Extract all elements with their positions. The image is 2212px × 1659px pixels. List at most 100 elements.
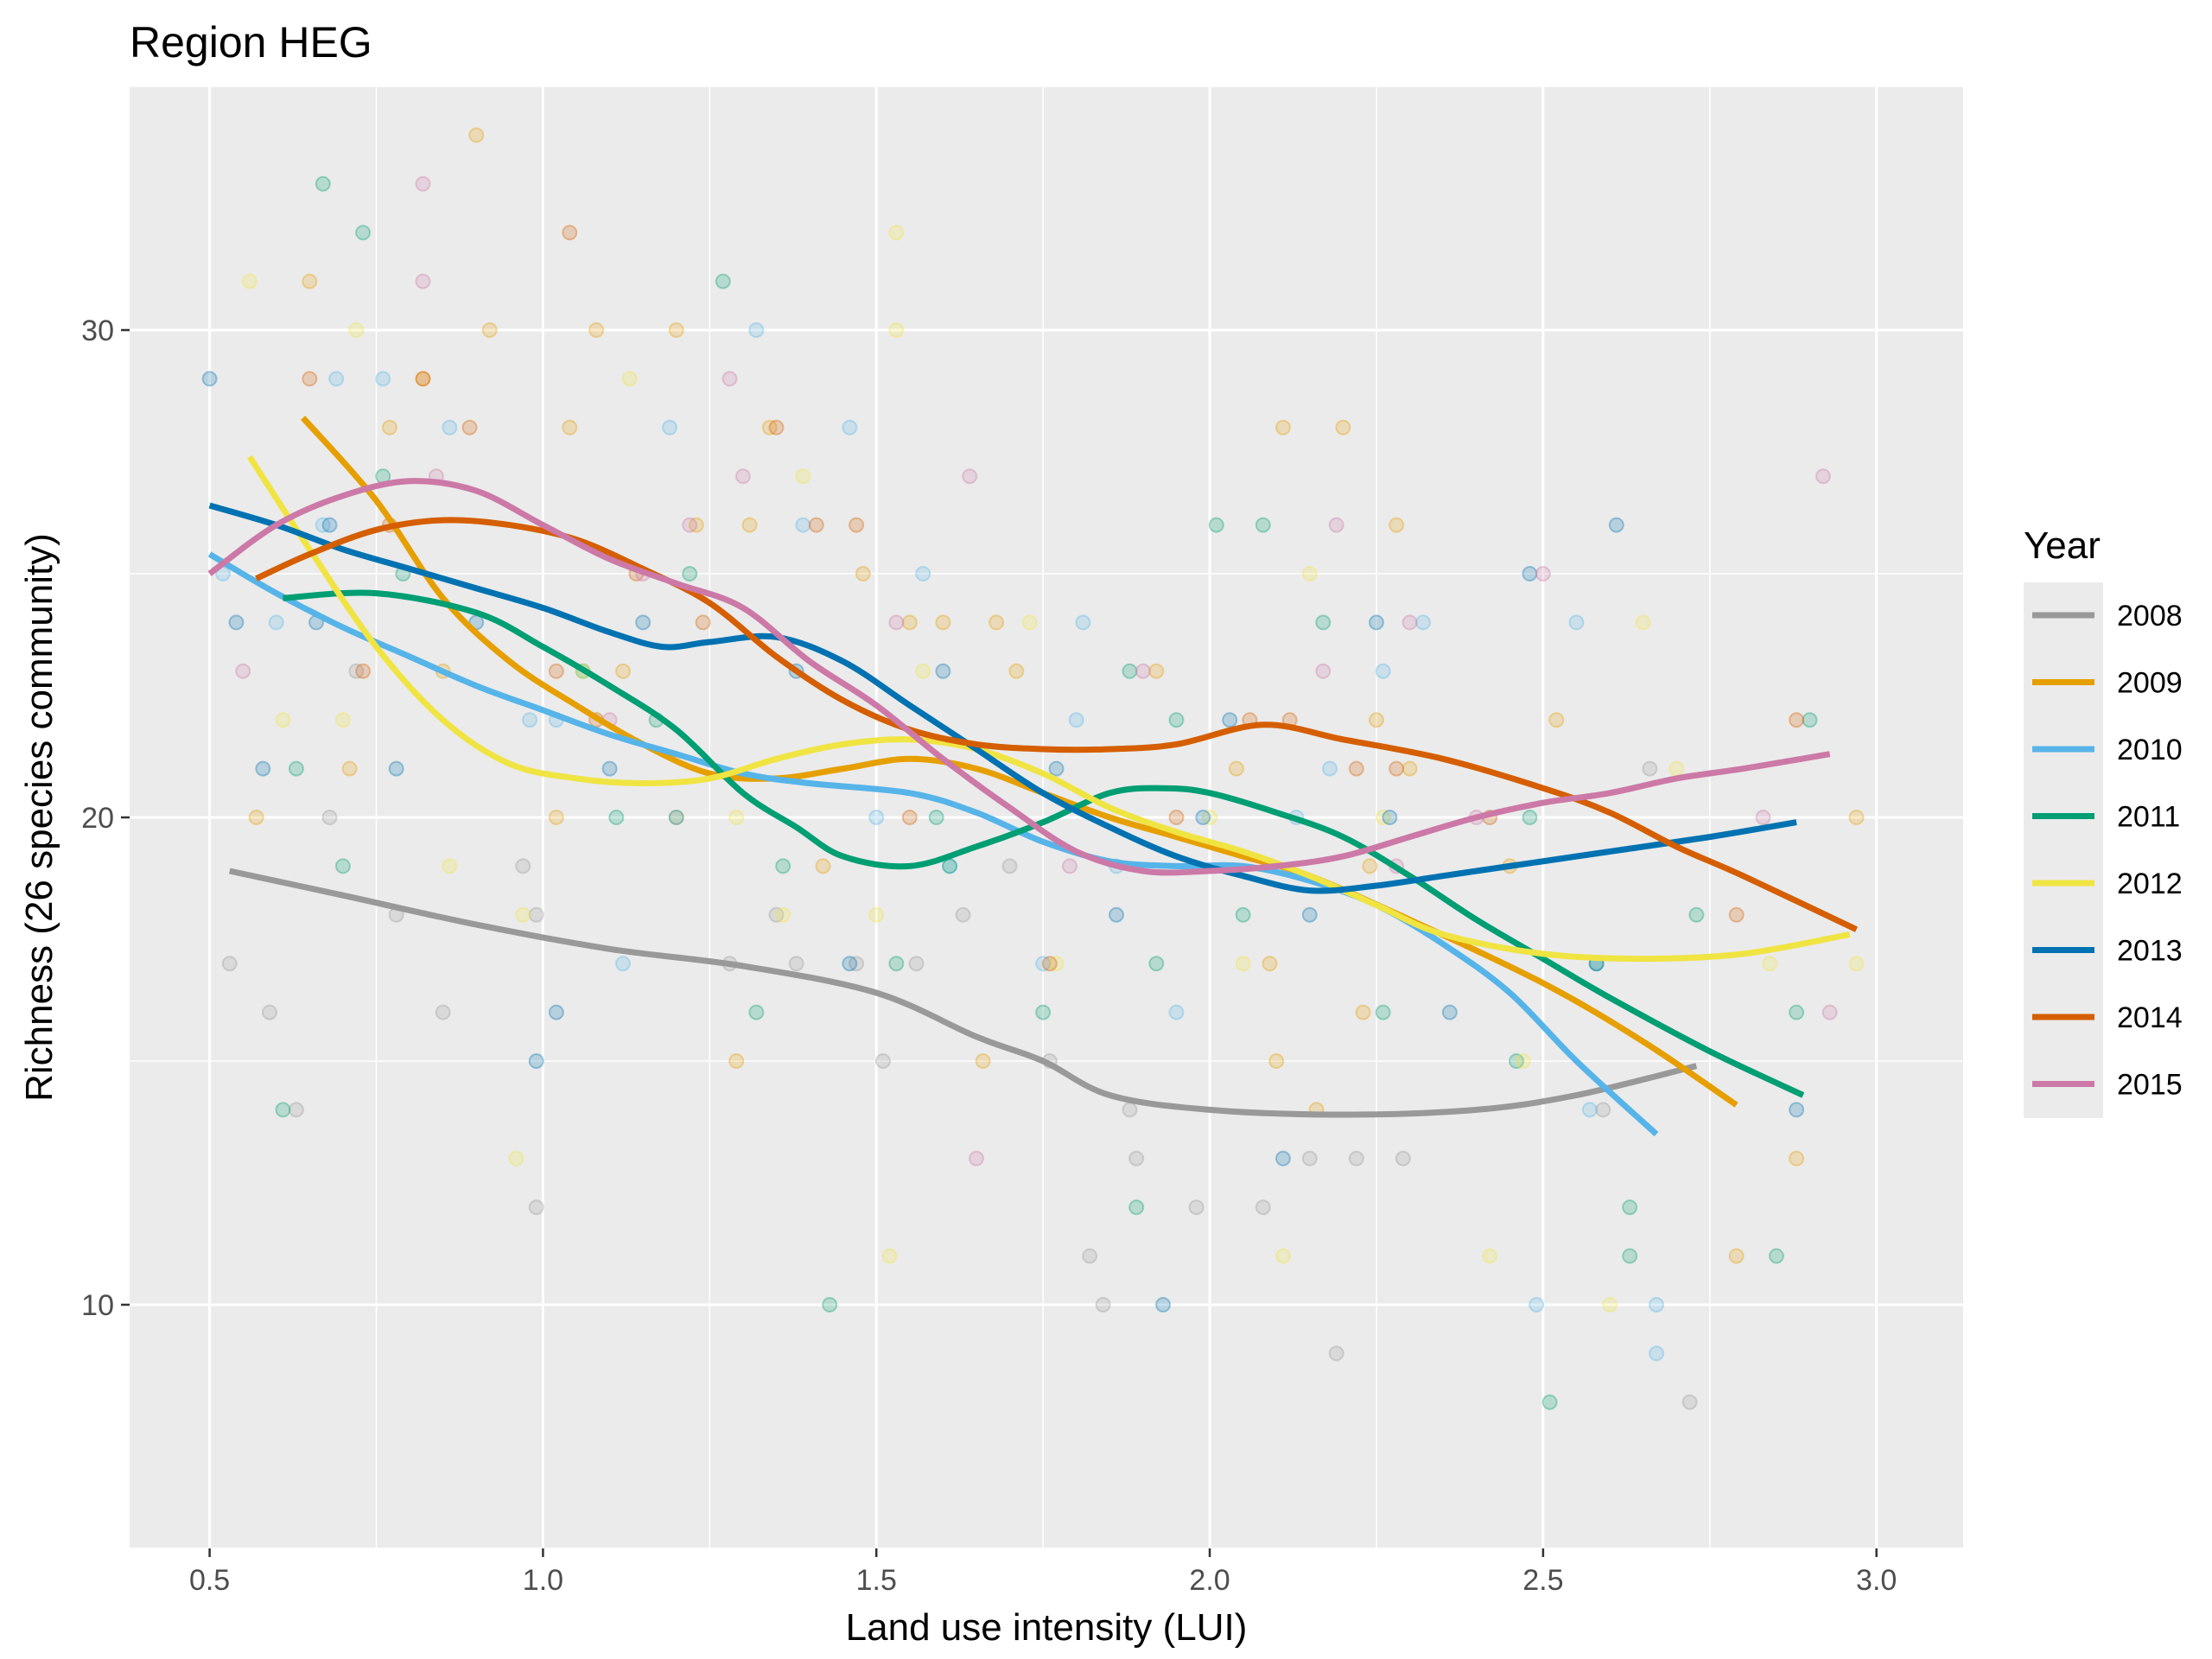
x-tick-label: 2.5 — [1522, 1564, 1563, 1597]
data-point-2015 — [968, 1150, 984, 1166]
data-point-2013 — [1274, 1150, 1291, 1166]
data-point-2009 — [935, 614, 951, 631]
data-point-2013 — [1441, 1004, 1458, 1020]
data-point-2009 — [901, 614, 918, 631]
data-point-2014 — [1041, 956, 1058, 972]
data-point-2014 — [415, 371, 431, 387]
data-point-2008 — [788, 956, 804, 972]
data-point-2013 — [528, 1053, 544, 1069]
data-point-2009 — [588, 322, 605, 338]
data-point-2014 — [562, 225, 578, 241]
data-point-2015 — [1135, 663, 1151, 679]
data-point-2013 — [1522, 566, 1538, 582]
data-point-2014 — [695, 614, 711, 631]
data-point-2015 — [1315, 663, 1332, 679]
y-tick-label: 20 — [81, 802, 114, 835]
data-point-2012 — [275, 712, 291, 728]
data-point-2008 — [955, 906, 971, 923]
data-point-2008 — [1595, 1102, 1611, 1118]
data-point-2013 — [842, 956, 858, 972]
data-point-2010 — [868, 810, 885, 825]
data-point-2014 — [901, 810, 918, 825]
data-point-2011 — [1235, 906, 1251, 923]
data-point-2008 — [1001, 858, 1018, 874]
data-point-2010 — [662, 419, 678, 435]
data-point-2014 — [461, 419, 478, 435]
data-point-2008 — [348, 663, 365, 679]
data-point-2012 — [668, 810, 684, 825]
x-tick-label: 1.5 — [856, 1564, 897, 1597]
data-point-2012 — [1301, 566, 1318, 582]
data-point-2012 — [1602, 1297, 1618, 1313]
data-point-2013 — [1368, 614, 1384, 631]
data-point-2010 — [1075, 614, 1091, 631]
data-point-2009 — [761, 419, 778, 435]
data-point-2009 — [815, 858, 831, 874]
smooth-line-2012 — [246, 454, 1851, 963]
data-point-2009 — [1262, 956, 1278, 972]
data-point-2012 — [1375, 810, 1391, 825]
data-point-2009 — [481, 322, 498, 338]
data-point-2015 — [1328, 517, 1344, 533]
data-point-2009 — [468, 127, 485, 143]
data-point-2009 — [415, 371, 431, 387]
data-point-2008 — [1681, 1394, 1698, 1410]
data-point-2009 — [1335, 419, 1351, 435]
data-point-2010 — [375, 371, 391, 387]
data-point-2008 — [515, 858, 531, 874]
data-point-2013 — [668, 810, 684, 825]
data-point-2009 — [668, 322, 684, 338]
data-point-2009 — [248, 810, 264, 825]
data-point-2008 — [1255, 1199, 1271, 1216]
data-point-2010 — [748, 322, 765, 338]
data-point-2013 — [388, 760, 404, 777]
data-point-2009 — [1368, 712, 1384, 728]
data-point-2012 — [1021, 614, 1038, 631]
data-point-2012 — [515, 906, 531, 923]
data-point-2011 — [288, 760, 304, 777]
data-point-2008 — [1395, 1150, 1411, 1166]
data-point-2013 — [1222, 712, 1238, 728]
data-point-2010 — [521, 712, 537, 728]
data-point-2010 — [915, 566, 931, 582]
data-point-2010 — [1529, 1297, 1545, 1313]
data-point-2008 — [528, 1199, 544, 1216]
data-point-2008 — [1642, 760, 1658, 777]
data-point-2010 — [1568, 614, 1585, 631]
data-point-2011 — [942, 858, 958, 874]
data-point-2010 — [1375, 663, 1391, 679]
data-point-2014 — [1168, 810, 1185, 825]
data-point-2011 — [1541, 1394, 1558, 1410]
data-point-2011 — [822, 1297, 838, 1313]
data-point-2011 — [775, 858, 791, 874]
data-point-2012 — [508, 1150, 524, 1166]
data-point-2012 — [915, 663, 931, 679]
data-point-2009 — [741, 517, 758, 533]
data-point-2015 — [734, 468, 751, 485]
data-point-2008 — [1301, 1150, 1318, 1166]
data-point-2011 — [355, 225, 372, 241]
data-point-2011 — [1802, 712, 1818, 728]
data-point-2013 — [1382, 810, 1398, 825]
smooth-line-2015 — [207, 478, 1831, 876]
data-point-2011 — [1622, 1248, 1638, 1264]
data-point-2012 — [1202, 810, 1218, 825]
data-point-2013 — [1608, 517, 1624, 533]
data-point-2012 — [728, 810, 745, 825]
data-point-2009 — [1848, 810, 1865, 825]
data-point-2011 — [1522, 810, 1538, 825]
plot-panel — [130, 86, 1963, 1549]
data-point-2015 — [962, 468, 978, 485]
data-point-2014 — [1789, 712, 1805, 728]
data-point-2013 — [548, 1004, 564, 1020]
data-point-2011 — [1375, 1004, 1391, 1020]
data-point-2010 — [1649, 1297, 1665, 1313]
data-point-2015 — [1755, 810, 1771, 825]
data-point-2015 — [1062, 858, 1078, 874]
data-point-2009 — [975, 1053, 991, 1069]
data-point-2008 — [1082, 1248, 1098, 1264]
legend-label-2011: 2011 — [2117, 801, 2180, 834]
data-point-2012 — [1048, 956, 1065, 972]
data-point-2015 — [1535, 566, 1551, 582]
